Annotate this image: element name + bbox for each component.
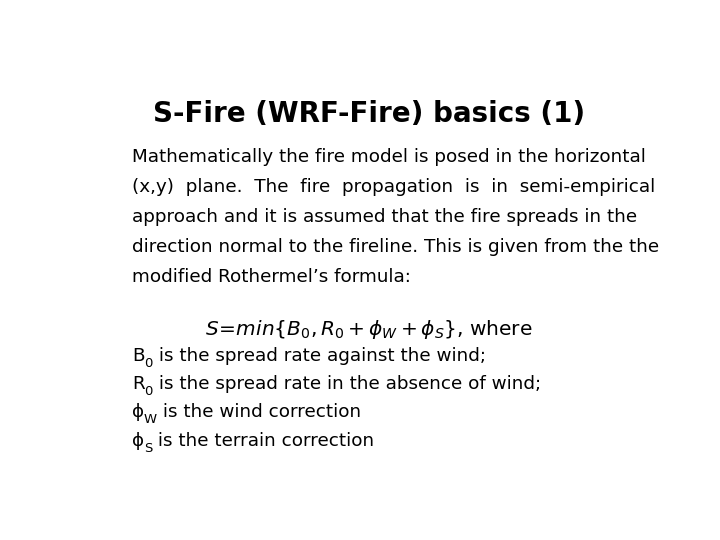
Text: direction normal to the fireline. This is given from the the: direction normal to the fireline. This i…: [132, 238, 659, 256]
Text: Mathematically the fire model is posed in the horizontal: Mathematically the fire model is posed i…: [132, 148, 646, 166]
Text: B: B: [132, 347, 144, 365]
Text: W: W: [144, 414, 157, 427]
Text: modified Rothermel’s formula:: modified Rothermel’s formula:: [132, 268, 410, 286]
Text: $S\!=\!min\{B_0,R_0 + \phi_W + \phi_S\}$, where: $S\!=\!min\{B_0,R_0 + \phi_W + \phi_S\}$…: [205, 319, 533, 341]
Text: is the terrain correction: is the terrain correction: [152, 431, 374, 450]
Text: is the wind correction: is the wind correction: [157, 403, 361, 421]
Text: S: S: [144, 442, 152, 455]
Text: (x,y)  plane.  The  fire  propagation  is  in  semi-empirical: (x,y) plane. The fire propagation is in …: [132, 178, 655, 196]
Text: is the spread rate against the wind;: is the spread rate against the wind;: [153, 347, 486, 365]
Text: approach and it is assumed that the fire spreads in the: approach and it is assumed that the fire…: [132, 208, 637, 226]
Text: ϕ: ϕ: [132, 403, 144, 421]
Text: is the spread rate in the absence of wind;: is the spread rate in the absence of win…: [153, 375, 541, 393]
Text: ϕ: ϕ: [132, 431, 144, 450]
Text: 0: 0: [144, 357, 153, 370]
Text: S-Fire (WRF-Fire) basics (1): S-Fire (WRF-Fire) basics (1): [153, 100, 585, 128]
Text: R: R: [132, 375, 145, 393]
Text: 0: 0: [145, 385, 153, 398]
